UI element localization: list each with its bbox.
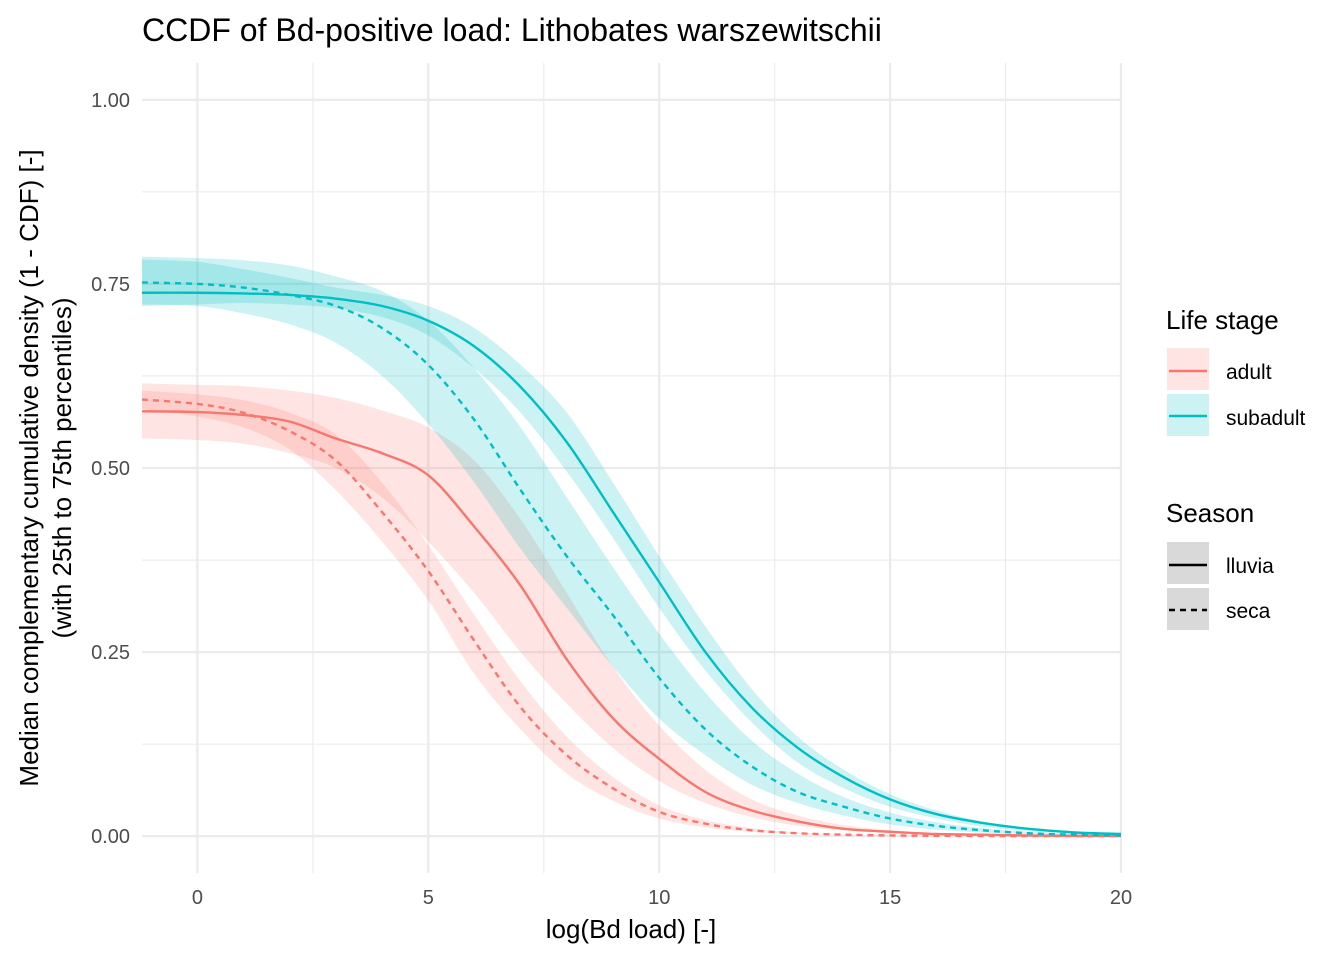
chart-title: CCDF of Bd-positive load: Lithobates war… (142, 12, 882, 48)
y-axis-title-line2: (with 25th to 75th percentiles) (47, 297, 77, 638)
x-tick-label: 5 (423, 887, 434, 909)
x-axis-title: log(Bd load) [-] (546, 914, 717, 944)
legend-label-subadult: subadult (1226, 407, 1306, 430)
y-tick-label: 0.75 (91, 274, 130, 296)
legend-key-lluvia-bg (1167, 542, 1209, 584)
ribbon-adult-lluvia (142, 383, 1121, 837)
ribbons (142, 256, 1121, 837)
ribbon-subadult-lluvia (142, 259, 1121, 835)
series-lines (141, 281, 1122, 838)
x-tick-label: 10 (648, 887, 670, 909)
y-tick-label: 0.00 (91, 826, 130, 848)
grid (142, 63, 1123, 873)
tick-labels: 0 5 10 15 20 0.00 0.25 0.50 0.75 1.00 (91, 90, 1132, 909)
y-tick-label: 0.25 (91, 642, 130, 664)
x-tick-label: 0 (192, 887, 203, 909)
line-subadult-lluvia (141, 291, 1122, 836)
legend-key-adult-bg (1167, 348, 1209, 390)
legend-title-life-stage: Life stage (1166, 305, 1279, 335)
ribbon-adult-seca (142, 390, 1121, 837)
y-tick-label: 1.00 (91, 90, 130, 112)
line-subadult-seca (141, 281, 1122, 837)
y-tick-label: 0.50 (91, 458, 130, 480)
legend-title-season: Season (1166, 498, 1254, 528)
line-adult-lluvia (141, 410, 1122, 838)
legend-label-adult: adult (1226, 361, 1272, 384)
legend-label-seca: seca (1226, 600, 1271, 623)
x-tick-label: 20 (1110, 887, 1132, 909)
x-tick-label: 15 (879, 887, 901, 909)
y-axis-title-line1: Median complementary cumulative density … (14, 149, 44, 786)
legend-label-lluvia: lluvia (1226, 555, 1274, 578)
legend: Life stage adult subadult Season lluvia … (1166, 305, 1306, 630)
